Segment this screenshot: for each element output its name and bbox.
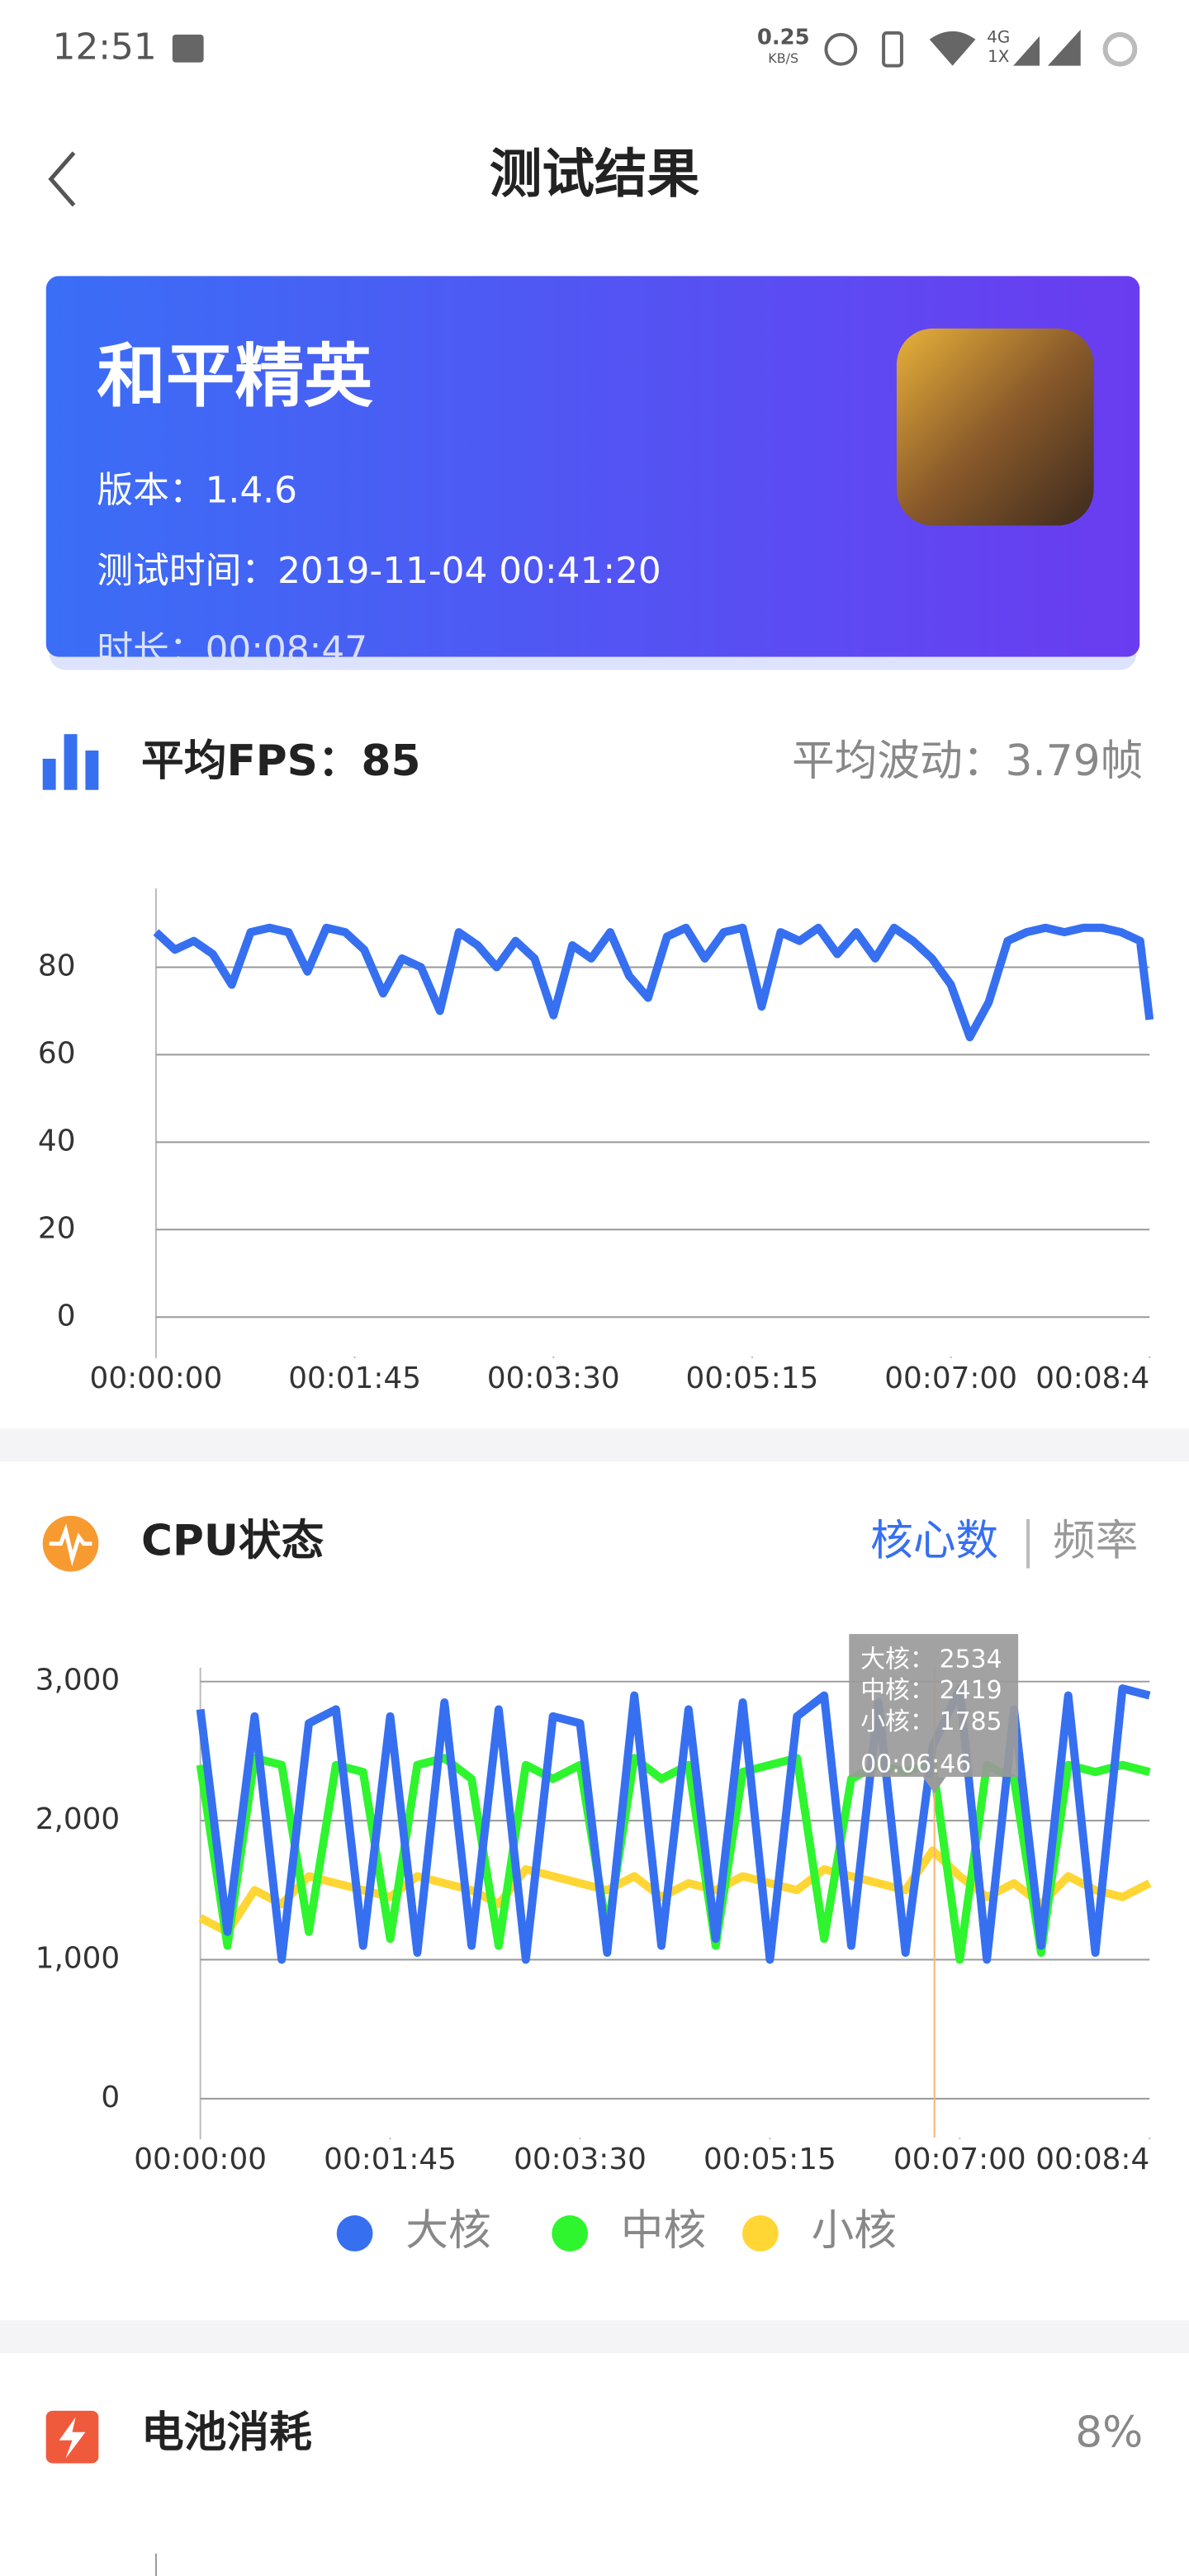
x-tick-label: 00:07:00: [893, 2143, 1026, 2176]
tab-frequency[interactable]: 频率: [1053, 1517, 1138, 1566]
legend-swatch: [742, 2215, 779, 2252]
test-time: 测试时间：2019-11-04 00:41:20: [97, 550, 661, 592]
legend-label: 小核: [812, 2206, 897, 2256]
divider: [0, 1428, 1189, 1462]
battery-ring: [1102, 31, 1138, 67]
legend-label: 大核: [405, 2206, 490, 2256]
divider: [0, 2320, 1189, 2354]
y-tick-label: 0: [57, 1299, 76, 1333]
data-line: [153, 923, 1154, 1042]
legend-label: 中核: [621, 2206, 706, 2256]
fps-label: 平均FPS：: [141, 736, 361, 786]
x-tick-label: 00:00:00: [134, 2143, 267, 2176]
signal-icon: [1047, 29, 1081, 66]
tooltip-label: 大核：: [860, 1645, 934, 1674]
tab-cores[interactable]: 核心数: [870, 1517, 998, 1566]
fps-fluctuation: 平均波动：3.79帧: [792, 736, 1143, 786]
net-speed-unit: KB/S: [768, 50, 798, 66]
y-tick-label: 60: [38, 1036, 76, 1070]
app-name: 和平精英: [97, 335, 373, 416]
fps-icon: [64, 734, 78, 790]
y-tick-label: 40: [38, 1124, 76, 1158]
signal-icon: [1013, 36, 1040, 66]
y-tick-label: 0: [101, 2081, 120, 2114]
duration: 时长：00:08:47: [97, 629, 367, 671]
x-tick-label: 00:05:15: [703, 2143, 836, 2176]
wifi-icon: [929, 31, 976, 66]
vibrate-icon: [882, 31, 903, 68]
x-tick-label: 00:05:15: [686, 1361, 819, 1395]
tooltip-value: 2419: [940, 1676, 1002, 1705]
tooltip-pointer: [922, 1777, 946, 1793]
x-tick-label: 00:03:30: [514, 2143, 647, 2176]
gallery-icon: [172, 34, 204, 63]
tooltip-box: [849, 1634, 1019, 1778]
x-tick-label: 00:01:45: [288, 1361, 421, 1395]
data-line: [196, 1684, 1151, 1964]
network-sub: 1X: [988, 47, 1009, 66]
back-button[interactable]: [48, 151, 76, 207]
x-tick-label: 00:08:4: [1035, 1361, 1149, 1395]
x-tick-label: 00:01:45: [324, 2143, 457, 2176]
fps-icon: [42, 758, 56, 790]
x-tick-label: 00:03:30: [487, 1361, 620, 1395]
net-speed: 0.25: [757, 25, 810, 50]
tooltip-time: 00:06:46: [860, 1750, 971, 1779]
x-tick-label: 00:08:4: [1035, 2143, 1149, 2176]
battery-usage: 8%: [1075, 2408, 1143, 2458]
y-tick-label: 20: [38, 1211, 76, 1245]
cpu-chart: 0 1,000 2,000 3,000 00:00:00 00:01:45 00:03:30…: [36, 1634, 1152, 2256]
battery-title: 电池消耗: [141, 2408, 312, 2458]
x-tick-label: 00:07:00: [884, 1361, 1017, 1395]
network-type: 4G: [987, 27, 1010, 46]
y-tick-label: 1,000: [36, 1942, 120, 1976]
tooltip-label: 中核：: [860, 1676, 934, 1705]
y-tick-label: 2,000: [36, 1802, 120, 1836]
cpu-icon-wave: [49, 1523, 92, 1567]
fps-value: 85: [362, 736, 421, 786]
tooltip-label: 小核：: [860, 1707, 934, 1736]
status-time: 12:51: [53, 26, 157, 69]
x-tick-label: 00:00:00: [90, 1361, 223, 1395]
page-title: 测试结果: [490, 144, 700, 205]
legend-swatch: [552, 2215, 589, 2252]
fps-icon: [85, 751, 99, 790]
legend-swatch: [336, 2215, 373, 2252]
y-tick-label: 3,000: [36, 1664, 120, 1698]
fps-chart: 0 20 40 60 80 00:00:00 00:01:45 00:03:30 00:05:1…: [38, 888, 1154, 1395]
tooltip-value: 2534: [940, 1645, 1002, 1674]
y-tick-label: 80: [38, 949, 76, 983]
app-version: 版本：1.4.6: [97, 470, 297, 512]
battery-icon-bolt: [59, 2417, 86, 2459]
app-icon: [896, 328, 1094, 526]
alarm-icon: [824, 32, 858, 66]
cpu-title: CPU状态: [141, 1517, 324, 1566]
tooltip-value: 1785: [940, 1707, 1002, 1736]
